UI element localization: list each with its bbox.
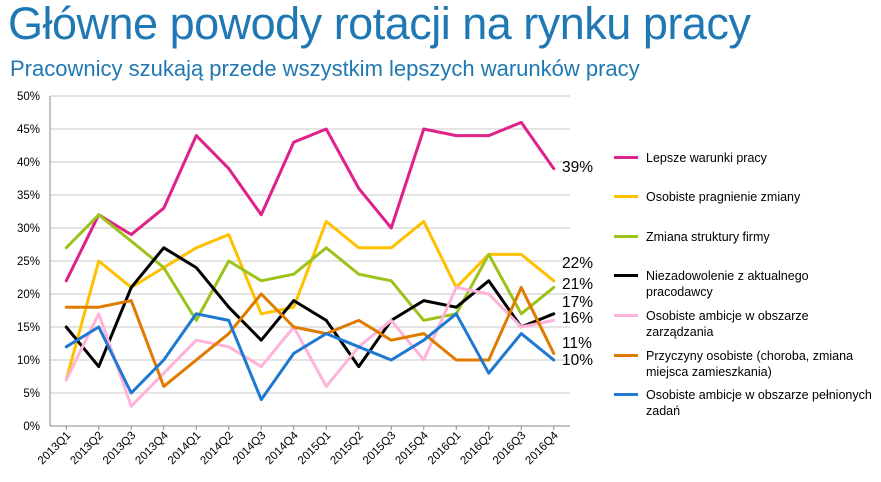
legend-label: Niezadowolenie z aktualnego pracodawcy	[646, 269, 809, 299]
legend-swatch	[614, 274, 638, 277]
y-tick-label: 0%	[23, 421, 40, 433]
legend-label: Osobiste pragnienie zmiany	[646, 190, 801, 204]
legend-item: Lepsze warunki pracy	[614, 150, 874, 166]
legend-swatch	[614, 156, 638, 159]
end-label: 16%	[562, 310, 593, 327]
gridlines	[50, 95, 570, 427]
chart-title: Główne powody rotacji na rynku pracy	[8, 0, 751, 49]
y-tick-label: 15%	[17, 322, 40, 334]
series-line	[64, 312, 556, 402]
legend-item: Osobiste pragnienie zmiany	[614, 189, 874, 205]
legend-label: Lepsze warunki pracy	[646, 151, 767, 165]
x-tick-label: 2013Q1	[36, 430, 73, 467]
y-axis: 0% 5% 10% 15% 20% 25% 30% 35% 40% 45% 50%	[17, 91, 51, 433]
end-label: 22%	[562, 255, 593, 272]
y-tick-label: 35%	[17, 190, 40, 202]
y-tick-label: 50%	[17, 91, 40, 103]
chart-subtitle: Pracownicy szukają przede wszystkim leps…	[10, 56, 640, 81]
x-tick-label: 2015Q1	[296, 430, 333, 467]
end-label: 21%	[562, 276, 593, 293]
x-tick-label: 2015Q3	[361, 430, 398, 467]
legend-label: Osobiste ambicje w obszarze pełnionych z…	[646, 388, 872, 418]
end-label: 11%	[562, 335, 592, 352]
x-tick-label: 2016Q1	[426, 430, 463, 467]
y-tick-label: 45%	[17, 124, 40, 136]
legend-item: Osobiste ambicje w obszarze zarządzania	[614, 308, 874, 340]
legend-swatch	[614, 195, 638, 198]
legend-swatch	[614, 354, 638, 357]
x-tick-label: 2013Q3	[101, 430, 138, 467]
x-tick-label: 2015Q4	[393, 429, 431, 467]
legend-label: Osobiste ambicje w obszarze zarządzania	[646, 309, 809, 339]
legend-swatch	[614, 314, 638, 317]
x-tick-label: 2013Q2	[68, 430, 105, 467]
legend-label: Przyczyny osobiste (choroba, zmiana miej…	[646, 349, 854, 379]
end-label: 39%	[562, 159, 593, 176]
legend-label: Zmiana struktury firmy	[646, 230, 770, 244]
y-tick-label: 20%	[17, 289, 40, 301]
y-tick-label: 10%	[17, 355, 40, 367]
x-tick-label: 2016Q4	[523, 429, 561, 467]
series-line	[64, 246, 556, 369]
series-line	[64, 285, 556, 408]
y-tick-label: 25%	[17, 256, 40, 268]
y-tick-label: 5%	[23, 388, 40, 400]
x-tick-label: 2015Q2	[328, 430, 365, 467]
series-line	[64, 213, 556, 322]
end-label: 10%	[562, 352, 593, 369]
series-line	[64, 120, 556, 283]
x-tick-label: 2014Q2	[198, 430, 235, 467]
legend-item: Osobiste ambicje w obszarze pełnionych z…	[614, 387, 874, 419]
end-labels: 39% 22% 21%17%16% 11%10%	[562, 159, 593, 369]
legend-swatch	[614, 393, 638, 396]
x-tick-label: 2013Q4	[133, 429, 171, 467]
x-tick-label: 2016Q3	[491, 430, 528, 467]
x-axis: 2013Q12013Q22013Q32013Q42014Q12014Q22014…	[36, 426, 561, 467]
x-tick-label: 2014Q3	[231, 430, 268, 467]
x-tick-label: 2014Q4	[263, 429, 301, 467]
end-label: 17%	[562, 294, 593, 311]
legend-swatch	[614, 235, 638, 238]
series-lines	[64, 120, 556, 408]
y-tick-label: 40%	[17, 157, 40, 169]
series-line	[64, 219, 556, 382]
legend-item: Zmiana struktury firmy	[614, 229, 874, 245]
series-line	[64, 285, 556, 388]
legend-item: Przyczyny osobiste (choroba, zmiana miej…	[614, 348, 874, 380]
legend-item: Niezadowolenie z aktualnego pracodawcy	[614, 268, 874, 300]
x-tick-label: 2016Q2	[458, 430, 495, 467]
x-tick-label: 2014Q1	[166, 430, 203, 467]
y-tick-label: 30%	[17, 223, 40, 235]
